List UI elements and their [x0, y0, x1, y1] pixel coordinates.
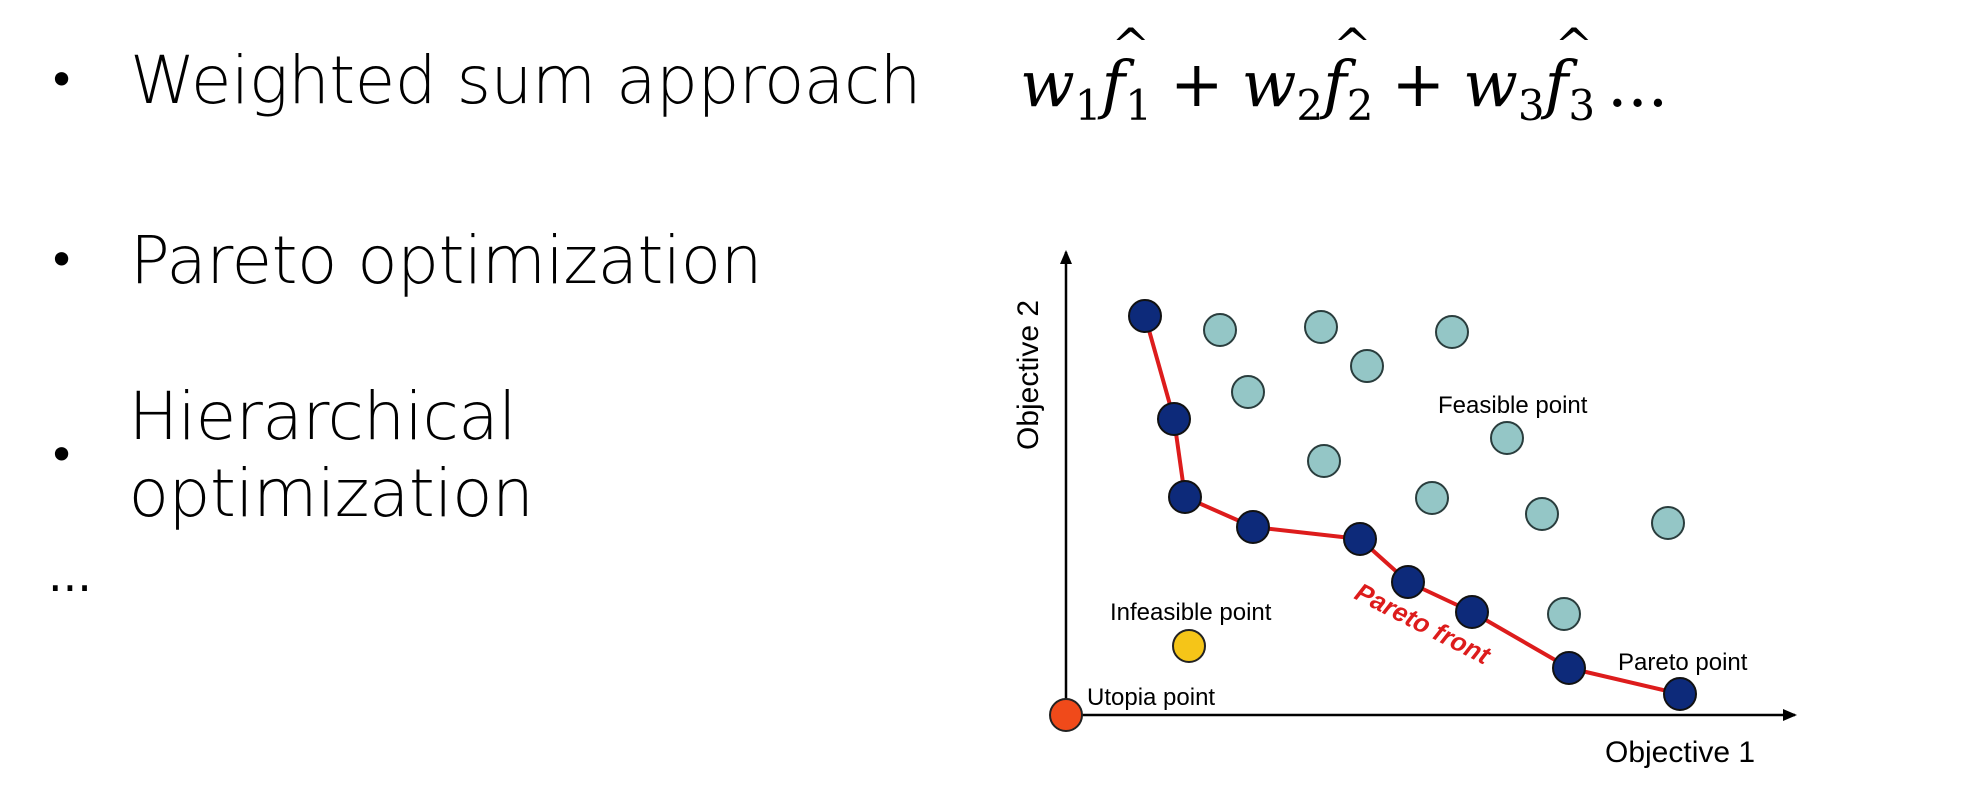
feasible-point	[1525, 497, 1559, 531]
x-axis-label: Objective 1	[1605, 736, 1755, 769]
formula-subscript: 3	[1568, 81, 1596, 130]
feasible-point	[1490, 421, 1524, 455]
feasible-point	[1307, 444, 1341, 478]
weighted-sum-formula: w1f1+w2f2+w3f3...	[1020, 18, 1669, 130]
infeasible-point	[1172, 629, 1206, 663]
bullet-item: • Weighted sum approach	[48, 40, 921, 120]
utopia-point	[1049, 698, 1083, 732]
feasible-point	[1415, 481, 1449, 515]
feasible-point	[1651, 506, 1685, 540]
pareto-point	[1128, 299, 1162, 333]
bullet-item: • Pareto optimization	[48, 220, 762, 300]
bullet-symbol: •	[48, 428, 76, 482]
feasible-point-label: Feasible point	[1438, 392, 1588, 419]
pareto-point	[1168, 480, 1202, 514]
pareto-point	[1343, 522, 1377, 556]
formula-weight: w	[1241, 48, 1297, 122]
utopia-point-label: Utopia point	[1087, 684, 1215, 711]
feasible-point	[1547, 597, 1581, 631]
bullet-item: • Hierarchical optimization	[48, 378, 928, 532]
pareto-point-label: Pareto point	[1618, 649, 1748, 676]
formula-weight: w	[1463, 48, 1518, 122]
y-axis-label: Objective 2	[1012, 300, 1045, 450]
formula-subscript: 1	[1074, 81, 1102, 130]
bullet-symbol: •	[48, 53, 76, 107]
bullet-text: Hierarchical optimization	[128, 378, 534, 532]
pareto-point	[1236, 510, 1270, 544]
pareto-points	[1128, 299, 1697, 711]
formula-operator: +	[1169, 48, 1224, 122]
pareto-point	[1663, 677, 1697, 711]
ellipsis: ...	[48, 548, 92, 602]
feasible-point	[1231, 375, 1265, 409]
feasible-point	[1203, 313, 1237, 347]
feasible-point	[1304, 310, 1338, 344]
bullet-text: Weighted sum approach	[130, 41, 921, 119]
formula-objective: f	[1323, 18, 1371, 122]
pareto-point	[1391, 565, 1425, 599]
bullet-symbol: •	[48, 233, 76, 287]
pareto-point	[1157, 402, 1191, 436]
infeasible-point-label: Infeasible point	[1110, 599, 1272, 626]
formula-tail: ...	[1607, 48, 1669, 122]
pareto-point	[1552, 651, 1586, 685]
formula-weight: w	[1020, 48, 1075, 122]
formula-operator: +	[1391, 48, 1446, 122]
pareto-point	[1455, 595, 1489, 629]
formula-subscript: 3	[1517, 81, 1545, 130]
pareto-front-line	[1143, 315, 1681, 696]
formula-objective: f	[1102, 18, 1150, 122]
feasible-point	[1350, 349, 1384, 383]
formula-subscript: 2	[1296, 81, 1324, 130]
feasible-point	[1435, 315, 1469, 349]
bullet-text: Pareto optimization	[130, 221, 762, 299]
formula-subscript: 2	[1346, 81, 1374, 130]
formula-subscript: 1	[1125, 81, 1152, 130]
feasible-points	[1203, 310, 1685, 631]
formula-objective: f	[1545, 18, 1593, 122]
